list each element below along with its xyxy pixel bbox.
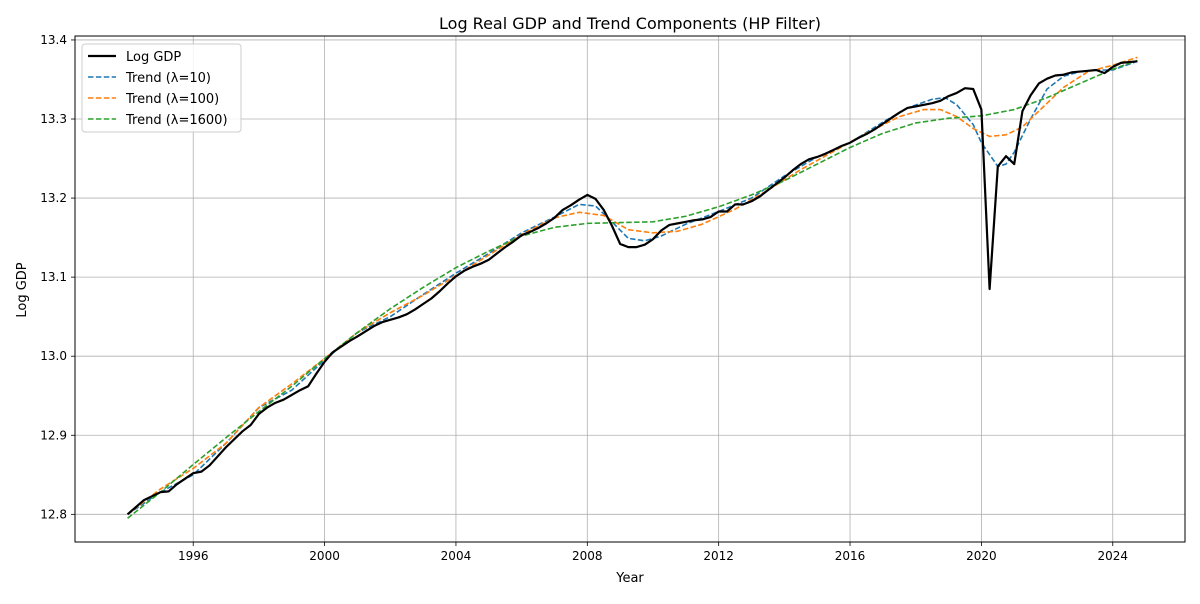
series-line-3 <box>127 59 1138 519</box>
series-line-0 <box>126 60 1138 516</box>
y-axis: 12.8 12.9 13.0 13.1 13.2 13.3 13.4 <box>40 33 75 521</box>
y-tick-label: 13.4 <box>40 33 67 47</box>
x-tick-label: 1996 <box>178 549 209 563</box>
x-tick-label: 2020 <box>966 549 997 563</box>
series-layer <box>126 56 1138 519</box>
legend-label-3: Trend (λ=1600) <box>125 113 228 128</box>
legend-label-2: Trend (λ=100) <box>125 92 219 107</box>
y-tick-label: 13.1 <box>40 270 67 284</box>
y-tick-label: 13.2 <box>40 191 67 205</box>
series-line-2 <box>127 56 1138 515</box>
x-tick-label: 2004 <box>441 549 472 563</box>
chart-title: Log Real GDP and Trend Components (HP Fi… <box>439 14 821 33</box>
legend-label-0: Log GDP <box>126 50 181 65</box>
y-axis-label: Log GDP <box>15 262 30 317</box>
x-axis: 1996 2000 2004 2008 2012 2016 2020 2024 <box>178 542 1128 563</box>
x-axis-label: Year <box>615 571 644 586</box>
x-tick-label: 2012 <box>703 549 734 563</box>
grid <box>75 36 1185 542</box>
legend-box <box>81 43 242 133</box>
x-tick-label: 2008 <box>572 549 603 563</box>
legend-label-1: Trend (λ=10) <box>125 71 211 86</box>
y-tick-label: 12.8 <box>40 507 67 521</box>
x-tick-label: 2000 <box>309 549 340 563</box>
plot-frame <box>74 35 1186 543</box>
y-tick-label: 13.0 <box>40 349 67 363</box>
y-tick-label: 12.9 <box>40 428 67 442</box>
x-tick-label: 2016 <box>835 549 866 563</box>
x-tick-label: 2024 <box>1097 549 1128 563</box>
y-tick-label: 13.3 <box>40 112 67 126</box>
legend: Log GDP Trend (λ=10) Trend (λ=100) Trend (λ… <box>81 43 242 133</box>
